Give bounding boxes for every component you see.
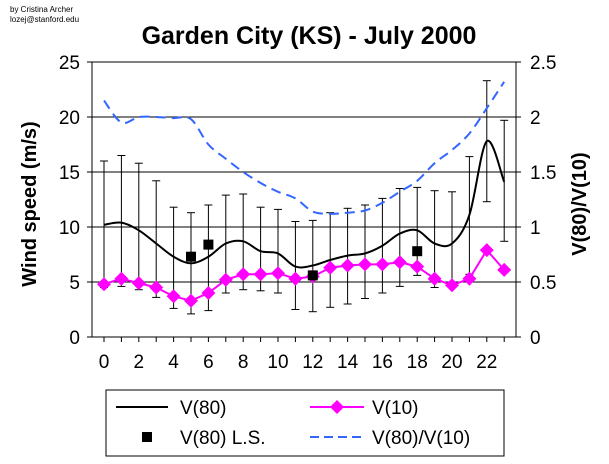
legend-swatch-v80-ls [142,432,152,442]
v10-point [271,266,285,281]
x-tick-label: 4 [168,352,179,373]
x-tick-label: 0 [99,352,110,373]
x-tick-label: 2 [134,352,145,373]
y-tick-label: 25 [59,53,80,74]
v10-point [236,267,251,282]
error-bars [100,80,509,315]
y-tick-label: 15 [59,163,80,184]
legend-entry-v80-ls: V(80) L.S. [142,428,266,449]
x-tick-label: 6 [203,352,214,373]
v10-point [97,277,111,292]
v10-point [462,271,477,286]
legend-label-v80-ls: V(80) L.S. [180,428,266,449]
x-tick-label: 14 [337,352,359,373]
v10-point [114,271,129,286]
v10-point [184,293,198,308]
legend-label-v80: V(80) [180,398,226,419]
v10-point [497,262,512,277]
legend-entry-ratio: V(80)/V(10) [310,428,470,449]
x-tick-label: 16 [372,352,393,373]
y-tick-label: 0 [69,328,80,349]
axes [87,61,521,342]
v10-point [149,280,164,295]
y2-tick-label: 1.5 [530,163,556,184]
v80-ls-point [186,251,196,262]
legend-label-v10: V(10) [372,398,418,419]
y2-tick-label: 0.5 [530,273,556,294]
x-tick-label: 18 [407,352,428,373]
author-credit: by Cristina Archer [10,5,73,14]
y-axis-label: Wind speed (m/s) [19,121,41,286]
y2-tick-label: 2 [530,108,541,129]
legend-label-ratio: V(80)/V(10) [372,428,470,449]
y2-axis-label: V(80)/V(10) [569,152,591,255]
y-tick-label: 5 [69,273,80,294]
series-markers [97,239,512,308]
v10-point [253,267,268,282]
v80-ls-point [307,270,318,281]
v10-point [410,259,425,274]
v10-point [392,255,407,270]
v80-ls-point [203,239,214,250]
v10-point [323,260,338,275]
y-tick-label: 10 [59,218,80,239]
legend-swatch-v10-diamond [330,400,344,414]
x-tick-label: 8 [238,352,249,373]
v10-point [358,257,372,272]
chart-title: Garden City (KS) - July 2000 [142,22,477,50]
v80-line [103,140,506,269]
plot-frame [91,61,517,338]
legend-entry-v10: V(10) [310,398,418,419]
ratio-line [103,81,506,215]
x-tick-label: 12 [302,352,323,373]
v10-point [218,272,233,287]
v10-point [201,286,216,300]
v10-point [479,243,494,258]
v10-point [131,276,146,291]
x-tick-label: 20 [441,352,462,373]
legend-box [105,389,505,457]
y2-tick-label: 0 [530,328,541,349]
v10-point [375,257,390,272]
v10-point [427,271,442,286]
v10-point [340,258,355,273]
v10-point [288,271,303,286]
y2-tick-label: 1 [530,218,541,239]
v10-point [166,289,181,304]
v80-ls-point [412,246,423,257]
x-tick-label: 22 [476,352,497,373]
tick-labels: 0 5 10 15 20 25 0 0.5 1 1.5 2 2.5 0 2 4 6 8 10 12 14 16 18 20 2… [59,53,557,373]
series-lines [103,81,506,302]
v10-line [103,248,505,302]
legend: V(80) V(10) V(80) L.S. V(80)/V(10) [105,389,505,457]
legend-entry-v80: V(80) [116,398,226,419]
x-tick-label: 10 [267,352,288,373]
y2-tick-label: 2.5 [530,53,556,74]
v10-point [445,278,459,293]
y-tick-label: 20 [59,108,80,129]
author-email: lozej@stanford.edu [10,15,79,24]
